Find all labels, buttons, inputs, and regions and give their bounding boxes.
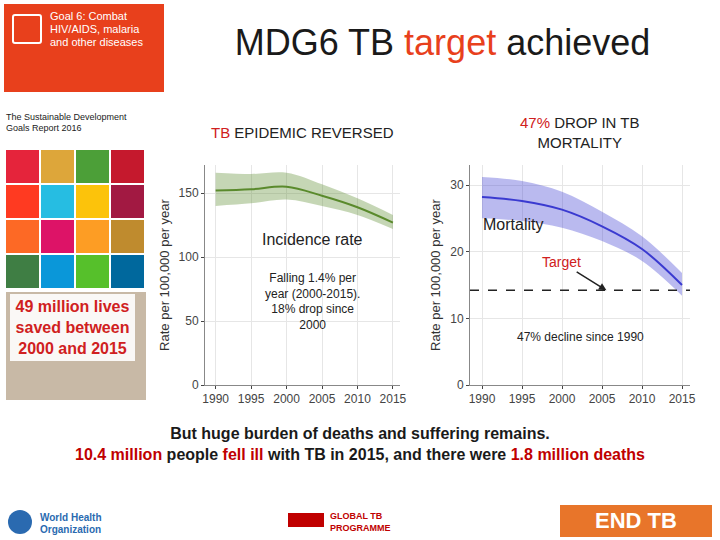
svg-text:Falling 1.4% peryear (2000-201: Falling 1.4% peryear (2000-2015).18% dro… [265, 271, 360, 332]
svg-text:47% decline since 1990: 47% decline since 1990 [517, 330, 644, 344]
svg-text:2005: 2005 [309, 392, 336, 406]
svg-text:2015: 2015 [669, 392, 696, 406]
svg-text:150: 150 [179, 186, 199, 200]
svg-text:2010: 2010 [344, 392, 371, 406]
svg-text:0: 0 [457, 378, 464, 392]
svg-text:1990: 1990 [469, 392, 496, 406]
svg-text:2000: 2000 [273, 392, 300, 406]
svg-text:2015: 2015 [380, 392, 407, 406]
svg-text:47% DROP IN TBMORTALITY: 47% DROP IN TBMORTALITY [520, 114, 640, 151]
svg-text:2000: 2000 [549, 392, 576, 406]
svg-text:100: 100 [179, 250, 199, 264]
html-text:World Health Organization: World Health Organization [40, 512, 102, 535]
svg-text:Rate per 100,000 per year: Rate per 100,000 per year [157, 198, 172, 350]
html-text:10.4 million people fell ill w: 10.4 million people fell ill with TB in … [75, 446, 645, 463]
html-text:49 million lives saved between: 49 million lives saved between 2000 and … [15, 298, 130, 357]
svg-text:Rate per 100,000 per year: Rate per 100,000 per year [428, 198, 443, 350]
svg-text:Target: Target [542, 254, 581, 270]
svg-text:1995: 1995 [509, 392, 536, 406]
svg-text:10: 10 [450, 312, 464, 326]
html-text:GLOBAL TB PROGRAMME: GLOBAL TB PROGRAMME [330, 511, 391, 533]
svg-text:Incidence rate: Incidence rate [262, 231, 363, 248]
svg-text:50: 50 [185, 314, 199, 328]
html-text:END TB: END TB [595, 508, 677, 533]
svg-text:1995: 1995 [238, 392, 265, 406]
html-text:Goal 6: Combat HIV/AIDS, malar: Goal 6: Combat HIV/AIDS, malaria and oth… [50, 10, 143, 48]
html-text:The Sustainable Development Go: The Sustainable Development Goals Report… [6, 112, 127, 133]
svg-text:2005: 2005 [589, 392, 616, 406]
svg-text:Mortality: Mortality [483, 216, 543, 233]
svg-text:0: 0 [192, 378, 199, 392]
svg-text:2010: 2010 [629, 392, 656, 406]
html-text:But huge burden of deaths and: But huge burden of deaths and suffering … [170, 425, 550, 442]
html-text:MDG6 TB target achieved: MDG6 TB target achieved [234, 22, 651, 63]
svg-text:20: 20 [450, 245, 464, 259]
svg-text:1990: 1990 [202, 392, 229, 406]
svg-text:TB EPIDEMIC REVERSED: TB EPIDEMIC REVERSED [211, 124, 394, 141]
svg-text:30: 30 [450, 178, 464, 192]
